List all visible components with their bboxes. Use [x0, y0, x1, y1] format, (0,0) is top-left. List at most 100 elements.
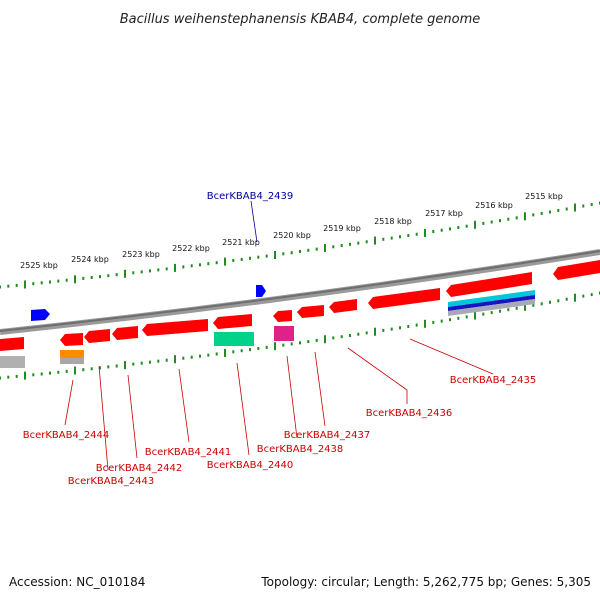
gene-orange-2444[interactable] [60, 350, 84, 358]
ticks-outer-tick [7, 284, 10, 288]
gene-gray-2444[interactable] [60, 358, 84, 364]
ticks-outer-tick [107, 274, 110, 278]
tick-label-2521: 2521 kbp [222, 238, 260, 247]
ticks-outer-tick [65, 278, 68, 282]
gene-red-2436a[interactable] [329, 299, 357, 313]
ticks-inner-tick [490, 311, 493, 315]
tick-label-2519: 2519 kbp [323, 224, 361, 233]
ticks-outer-tick [557, 209, 560, 212]
ticks-outer-tick [132, 271, 135, 275]
ticks-inner-tick [590, 293, 593, 297]
ticks-outer-tick [290, 251, 293, 255]
ticks-inner-tick [32, 373, 35, 377]
ticks-outer-tick [299, 250, 301, 253]
gene-pink-2438[interactable] [274, 326, 294, 341]
ticks-inner-tick [340, 335, 343, 339]
ticks-outer-tick [215, 261, 218, 265]
ticks-inner-tick [540, 302, 543, 306]
gene-label-2436[interactable]: BcerKBAB4_2436 [366, 408, 453, 419]
ticks-outer-tick [574, 203, 576, 212]
gene-label-2444[interactable]: BcerKBAB4_2444 [23, 430, 110, 441]
gene-label-2438[interactable]: BcerKBAB4_2438 [257, 444, 344, 455]
ticks-inner-tick [74, 366, 76, 375]
gene-gray-leftmost[interactable] [0, 356, 25, 368]
ticks-inner-tick [232, 350, 235, 354]
gene-teal-2440[interactable] [214, 332, 254, 346]
gene-red-2437[interactable] [297, 305, 324, 318]
leader-2439 [250, 200, 258, 243]
gene-label-2443[interactable]: BcerKBAB4_2443 [68, 476, 155, 487]
scale-ring-outer [0, 201, 600, 289]
ticks-outer-tick [382, 237, 385, 241]
ticks-outer-tick [407, 234, 410, 237]
ticks-outer-tick [332, 245, 335, 249]
ticks-inner-tick [407, 325, 410, 328]
ticks-outer-tick [0, 285, 1, 289]
ticks-outer-tick [390, 236, 393, 240]
gene-label-2437[interactable]: BcerKBAB4_2437 [284, 430, 371, 441]
gene-navy-2435[interactable] [448, 295, 535, 311]
gene-red-2443[interactable] [84, 329, 110, 343]
ticks-outer-tick [457, 226, 460, 229]
ticks-inner-tick [315, 338, 318, 342]
ticks-outer-tick [374, 236, 376, 245]
ticks-inner-tick [474, 311, 476, 320]
leader-2440 [236, 362, 250, 456]
ticks-inner-tick [274, 342, 276, 351]
ticks-outer-tick [57, 279, 60, 283]
ticks-outer-tick [32, 282, 35, 286]
ticks-outer-tick [249, 256, 251, 260]
ticks-outer-tick [24, 280, 26, 289]
gene-blue-forward-1[interactable] [31, 309, 50, 321]
ticks-inner-tick [7, 375, 10, 379]
ticks-inner-tick [549, 300, 551, 304]
gene-red-leftmost[interactable] [0, 337, 24, 351]
ticks-outer-tick [415, 232, 418, 236]
gene-red-2440[interactable] [213, 314, 252, 329]
scale-ring-inner [0, 291, 600, 380]
reverse-strand-genes [0, 260, 600, 368]
gene-label-2442[interactable]: BcerKBAB4_2442 [96, 463, 183, 474]
map-title: Bacillus weihenstephanensis KBAB4, compl… [120, 12, 481, 27]
ticks-inner-tick [382, 328, 385, 332]
ticks-outer-tick [399, 235, 401, 239]
gene-red-2442[interactable] [112, 326, 138, 340]
ticks-inner-tick [90, 367, 93, 371]
scale-labels: 2525 kbp 2524 kbp 2523 kbp 2522 kbp 2521… [20, 192, 563, 270]
ticks-outer-tick [307, 248, 310, 252]
ticks-outer-tick [440, 228, 443, 232]
ticks-inner-tick [557, 299, 560, 303]
ticks-outer-tick [265, 254, 268, 258]
gene-red-2438[interactable] [273, 310, 292, 322]
ticks-inner-tick [0, 376, 1, 380]
ticks-outer-tick [174, 263, 176, 272]
ticks-inner-tick [515, 306, 518, 310]
tick-label-2523: 2523 kbp [122, 250, 160, 259]
ticks-inner-tick [565, 297, 568, 301]
ticks-inner-tick [257, 347, 260, 350]
ticks-inner-tick [249, 348, 251, 352]
ticks-outer-tick [432, 230, 435, 233]
tick-label-2517: 2517 kbp [425, 209, 463, 218]
ticks-outer-tick [515, 216, 518, 220]
tick-label-2518: 2518 kbp [374, 217, 412, 226]
gene-gray-2435[interactable] [448, 299, 535, 316]
gene-label-2441[interactable]: BcerKBAB4_2441 [145, 447, 232, 458]
ticks-inner-tick [57, 370, 60, 374]
gene-blue-forward-2[interactable] [256, 285, 266, 297]
gene-red-2435[interactable] [446, 272, 532, 297]
ticks-outer-tick [540, 211, 543, 215]
gene-red-2441[interactable] [142, 319, 208, 336]
gene-label-2439[interactable]: BcerKBAB4_2439 [207, 191, 294, 202]
gene-cyan-2435[interactable] [448, 290, 535, 307]
gene-label-2440[interactable]: BcerKBAB4_2440 [207, 460, 294, 471]
ticks-outer-tick [140, 270, 143, 274]
tick-label-2524: 2524 kbp [71, 255, 109, 264]
gene-red-2444[interactable] [60, 333, 83, 346]
gene-label-2435[interactable]: BcerKBAB4_2435 [450, 375, 537, 386]
gene-red-2436[interactable] [368, 288, 440, 309]
gene-red-rightmost[interactable] [553, 260, 600, 280]
leader-2442 [127, 374, 138, 459]
ticks-outer-tick [490, 220, 493, 224]
ticks-inner-tick [390, 327, 393, 331]
